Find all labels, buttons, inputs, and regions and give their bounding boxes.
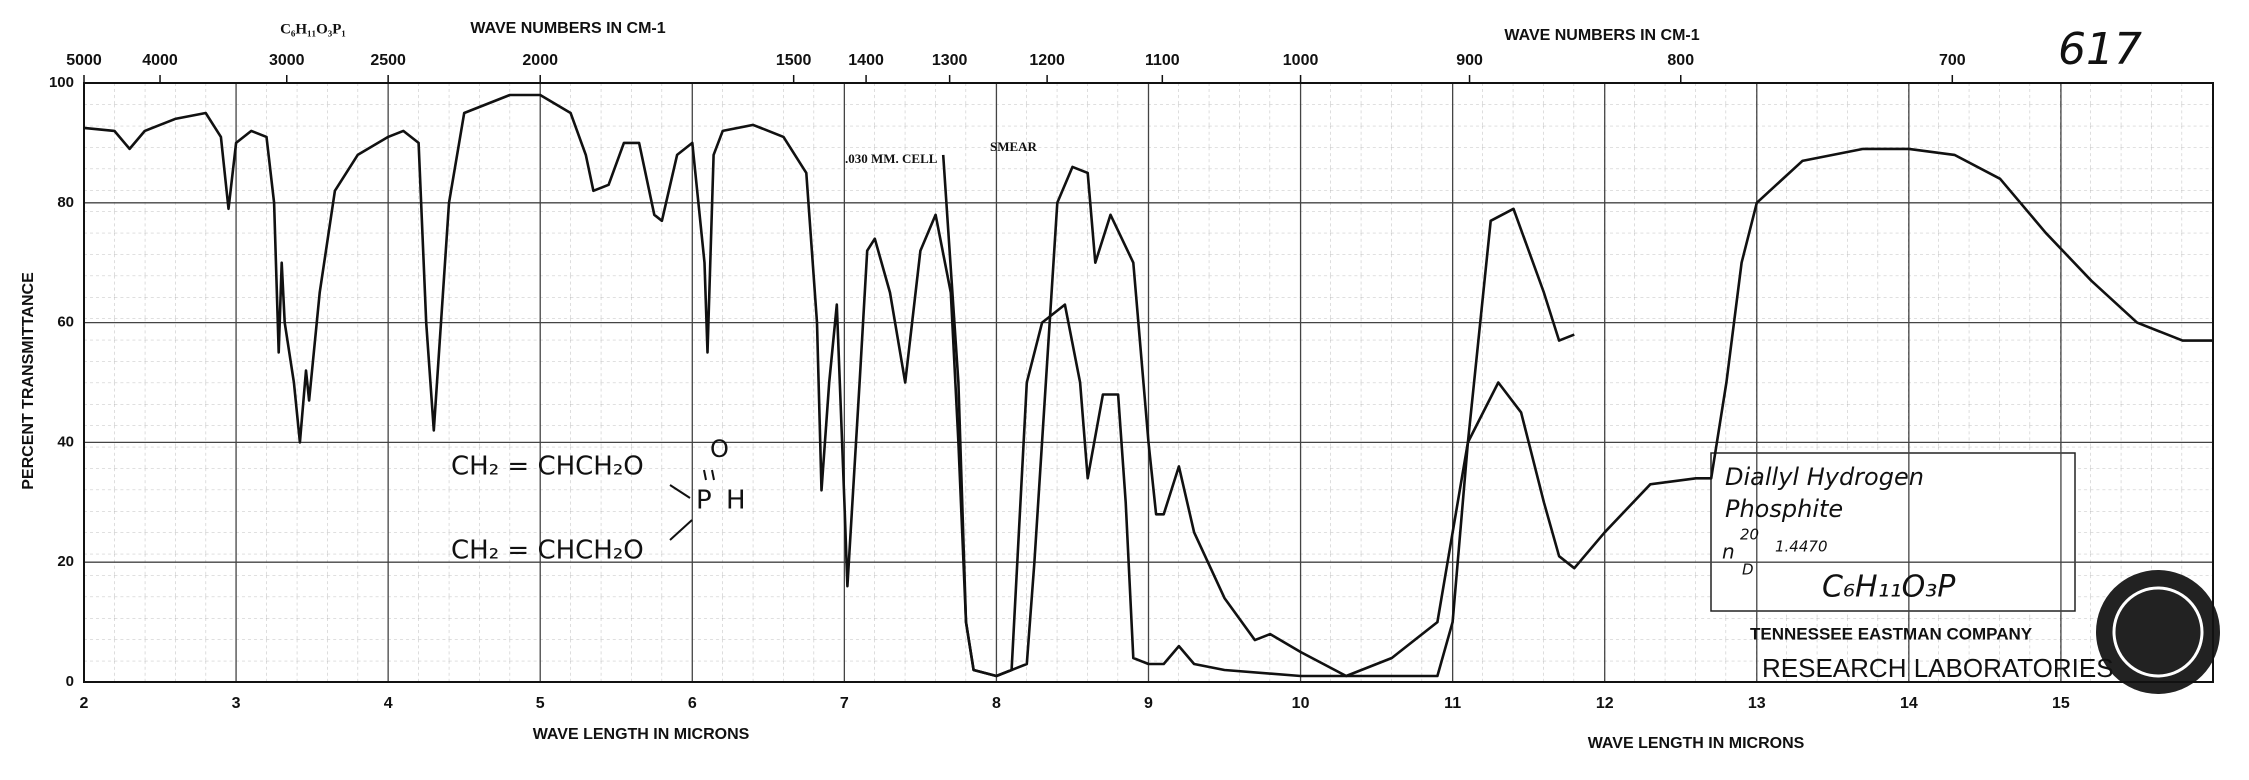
x-tick-label: 13 [1748, 695, 1766, 712]
x-tick-label: 6 [688, 695, 697, 712]
y-tick-label: 20 [57, 553, 74, 570]
x2-axis-title: WAVE NUMBERS IN CM-1 [470, 20, 665, 37]
x-axis-title: WAVE LENGTH IN MICRONS [533, 726, 750, 743]
x-tick-label: 5 [536, 695, 545, 712]
label-box [1710, 452, 2076, 612]
annotation: CH₂ = CHCH₂O [451, 536, 644, 566]
x-tick-label: 12 [1596, 695, 1614, 712]
x2-tick-label: 900 [1456, 52, 1483, 69]
x-tick-label: 7 [840, 695, 849, 712]
structure-bond [669, 469, 715, 541]
x-tick-label: 11 [1444, 695, 1461, 712]
x-tick-label: 9 [1144, 695, 1153, 712]
x2-tick-label: 1100 [1145, 52, 1180, 69]
x-tick-label: 3 [232, 695, 241, 712]
x-tick-label: 14 [1900, 695, 1918, 712]
x-tick-label: 4 [384, 695, 393, 712]
annotation: n [1722, 540, 1735, 564]
x2-tick-label: 1000 [1283, 52, 1319, 69]
annotation: RESEARCH LABORATORIES [1762, 653, 2114, 683]
annotation: P [696, 486, 712, 516]
plot-frame [83, 82, 2214, 683]
x2-tick-label: 1400 [848, 52, 884, 69]
x2-tick-label: 3000 [269, 52, 305, 69]
annotation: Diallyl Hydrogen [1725, 463, 1924, 491]
x-tick-label: 10 [1292, 695, 1310, 712]
y-tick-label: 40 [57, 433, 74, 450]
x2-tick-label: 700 [1939, 52, 1966, 69]
x2-tick-label: 2000 [522, 52, 558, 69]
x2-tick-label: 1200 [1029, 52, 1065, 69]
x2-tick-label: 1500 [776, 52, 812, 69]
x2-tick-label: 4000 [142, 52, 178, 69]
y-tick-label: 80 [57, 194, 74, 211]
annotation: Phosphite [1725, 495, 1843, 523]
x2-tick-label: 1300 [932, 52, 968, 69]
x2-axis-title: WAVE NUMBERS IN CM-1 [1504, 27, 1699, 44]
annotation: C₆H₁₁O₃P [1822, 570, 1956, 605]
y-axis-title: PERCENT TRANSMITTANCE [20, 272, 37, 490]
y-tick-label: 100 [49, 74, 74, 91]
series-label: .030 MM. CELL [845, 151, 938, 166]
x-tick-label: 15 [2052, 695, 2070, 712]
spectrum-line [83, 93, 2213, 678]
x2-tick-label: 2500 [370, 52, 406, 69]
annotation: H [726, 486, 746, 516]
x-tick-label: 8 [992, 695, 1001, 712]
x2-tick-label: 800 [1667, 52, 1694, 69]
annotation: O [710, 435, 729, 463]
series-label: SMEAR [990, 139, 1038, 154]
annotation: 617 [2058, 24, 2142, 75]
y-tick-label: 60 [57, 314, 74, 331]
x-tick-label: 2 [80, 695, 89, 712]
annotation: D [1742, 561, 1754, 579]
x-axis-title: WAVE LENGTH IN MICRONS [1588, 735, 1805, 752]
seal-ring [2112, 586, 2204, 678]
annotation: C₆H₁₁O₃P₁ [280, 21, 346, 37]
y-tick-label: 0 [66, 673, 74, 690]
spectrum-line [941, 154, 1575, 678]
annotation: 1.4470 [1775, 538, 1828, 556]
annotation: TENNESSEE EASTMAN COMPANY [1750, 624, 2033, 643]
annotation: 20 [1740, 526, 1759, 544]
annotation: CH₂ = CHCH₂O [451, 452, 644, 482]
x2-tick-label: 5000 [66, 52, 102, 69]
